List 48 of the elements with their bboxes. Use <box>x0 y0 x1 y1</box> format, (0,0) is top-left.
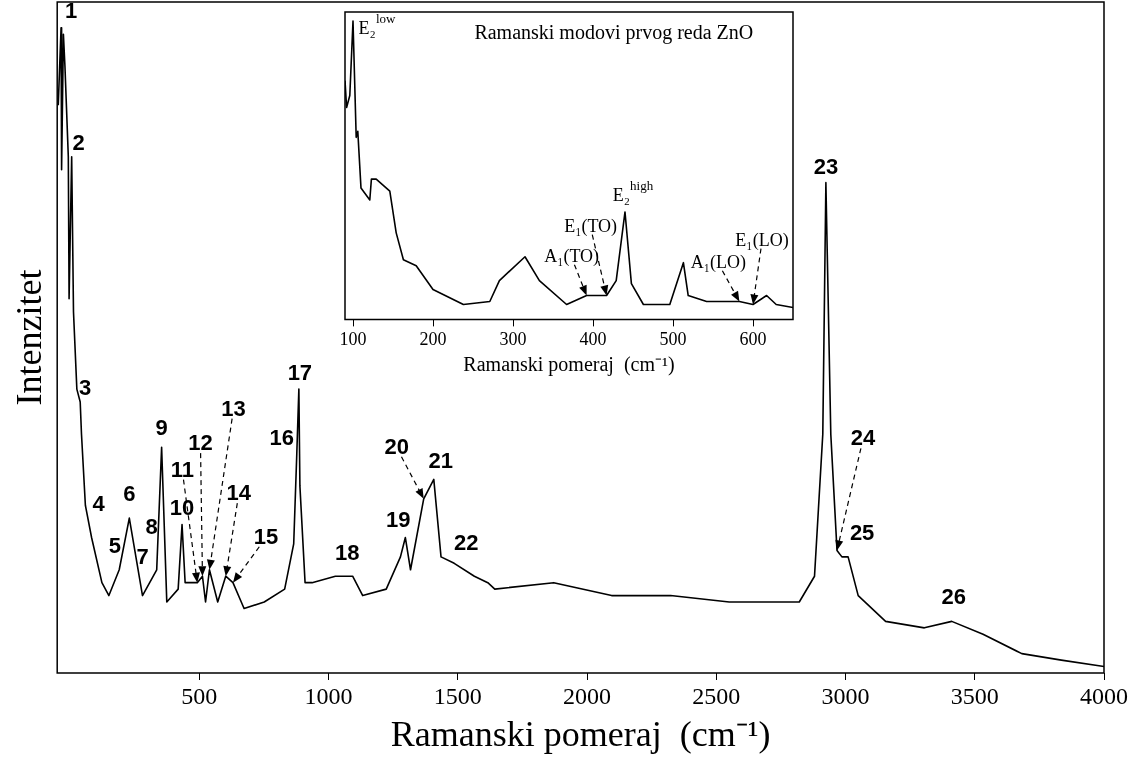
annotation: 13 <box>221 395 246 421</box>
annotation: 23 <box>813 153 839 179</box>
annotation: A₁(LO) <box>690 252 747 274</box>
x-axis-title: Ramanski pomeraj (cm⁻¹) <box>390 713 771 754</box>
annotation: 6 <box>123 481 136 507</box>
annotation: 21 <box>428 447 454 473</box>
annotation: 16 <box>269 424 295 450</box>
annotation: 1 <box>64 0 78 23</box>
annotation: 19 <box>386 506 411 532</box>
annotation: 8 <box>145 513 158 539</box>
x-tick-label: 200 <box>419 328 447 349</box>
x-tick-label: 2000 <box>563 682 612 709</box>
annotation: 7 <box>136 543 149 569</box>
annotation: 15 <box>253 523 279 549</box>
annotation: 17 <box>287 360 313 386</box>
x-tick-label: 3500 <box>950 682 999 709</box>
x-tick-label: 400 <box>579 328 607 349</box>
annotation: 3 <box>79 375 92 401</box>
x-tick-label: 300 <box>499 328 527 349</box>
annotation: 9 <box>155 415 168 441</box>
y-axis-title: Intenzitet <box>9 269 50 406</box>
annotation: 4 <box>92 490 106 516</box>
annotation: 18 <box>335 540 360 566</box>
annotation: 25 <box>849 519 875 545</box>
annotation: 5 <box>108 532 122 558</box>
x-tick-label: 1000 <box>304 682 353 709</box>
x-axis-title: Ramanski pomeraj (cm⁻¹) <box>463 353 675 377</box>
annotation: 20 <box>384 433 409 459</box>
x-tick-label: 4000 <box>1080 682 1128 709</box>
annotation: 2 <box>72 129 85 155</box>
x-tick-label: 500 <box>659 328 687 349</box>
x-tick-label: 500 <box>181 682 218 709</box>
annotation: 10 <box>169 494 195 520</box>
x-tick-label: 3000 <box>821 682 870 709</box>
annotation: 14 <box>226 480 252 506</box>
x-tick-label: 600 <box>739 328 767 349</box>
annotation: E₁(TO) <box>564 216 618 238</box>
annotation: 11 <box>170 456 194 482</box>
annotation: A₁(TO) <box>544 246 600 268</box>
annotation: 12 <box>188 430 213 456</box>
x-tick-label: 100 <box>339 328 367 349</box>
annotation: 22 <box>453 530 479 556</box>
x-tick-label: 1500 <box>433 682 482 709</box>
annotation: E₁(LO) <box>735 230 789 252</box>
chart-title: Ramanski modovi prvog reda ZnO <box>474 21 754 45</box>
x-tick-label: 2500 <box>692 682 741 709</box>
annotation: 26 <box>941 584 967 610</box>
annotation: 24 <box>850 425 876 451</box>
